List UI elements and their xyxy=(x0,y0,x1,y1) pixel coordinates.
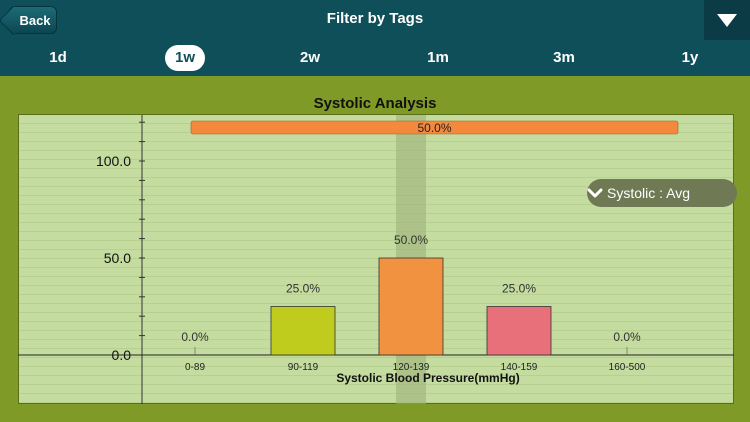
summary-bar-label: 50.0% xyxy=(417,121,451,135)
tab-1y[interactable]: 1y xyxy=(681,49,699,66)
range-tab-bar: 1d 1w 2w 1m 3m 1y xyxy=(0,40,750,76)
tab-1m[interactable]: 1m xyxy=(427,49,449,66)
chart-title: Systolic Analysis xyxy=(313,95,437,112)
chevron-down-icon xyxy=(717,14,737,27)
x-tick-label: 140-159 xyxy=(501,362,538,373)
x-tick-label: 0-89 xyxy=(185,362,205,373)
y-tick-label: 50.0 xyxy=(104,250,131,266)
tab-1d[interactable]: 1d xyxy=(49,49,67,66)
back-button-label: Back xyxy=(19,13,51,28)
data-label: 0.0% xyxy=(181,330,209,344)
x-tick-label: 120-139 xyxy=(393,362,430,373)
bar xyxy=(486,306,552,356)
page-title: Filter by Tags xyxy=(326,10,424,27)
top-bar xyxy=(0,0,750,40)
y-tick-label: 100.0 xyxy=(96,153,131,169)
bar xyxy=(378,257,444,356)
tab-1w[interactable]: 1w xyxy=(165,45,205,71)
menu-button[interactable] xyxy=(704,0,750,40)
metric-dropdown[interactable]: Systolic : Avg xyxy=(587,179,737,207)
data-label: 25.0% xyxy=(286,282,320,296)
bar xyxy=(270,306,336,356)
metric-dropdown-label: Systolic : Avg xyxy=(607,185,691,201)
data-label: 25.0% xyxy=(502,282,536,296)
x-tick-label: 160-500 xyxy=(609,362,646,373)
x-axis-label: Systolic Blood Pressure(mmHg) xyxy=(336,371,519,385)
tab-3m[interactable]: 3m xyxy=(553,49,575,66)
x-tick-label: 90-119 xyxy=(288,362,319,373)
data-label: 0.0% xyxy=(613,330,641,344)
tab-2w[interactable]: 2w xyxy=(299,49,320,66)
back-button[interactable]: Back xyxy=(9,6,57,34)
data-label: 50.0% xyxy=(394,233,428,247)
chevron-down-icon xyxy=(587,188,603,198)
summary-bar xyxy=(190,120,679,135)
